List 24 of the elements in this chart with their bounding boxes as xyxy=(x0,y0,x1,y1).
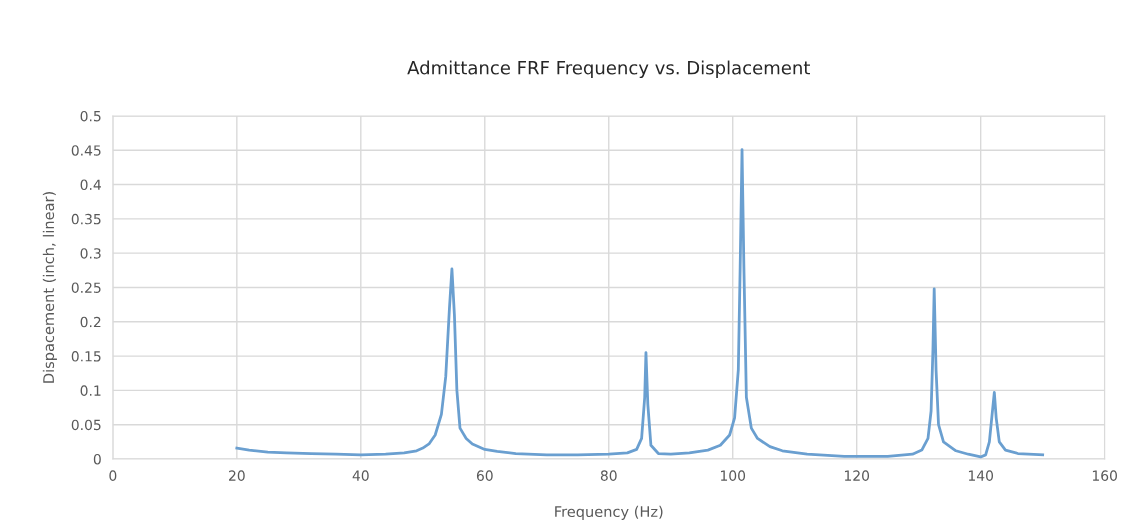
x-tick-label: 100 xyxy=(721,470,746,481)
y-tick-label: 0.1 xyxy=(80,385,101,396)
x-tick-label: 120 xyxy=(844,470,870,481)
y-tick-label: 0.3 xyxy=(80,248,101,259)
y-tick-label: 0.5 xyxy=(80,110,101,122)
line-series xyxy=(235,148,1045,459)
x-axis-title: Frequency (Hz) xyxy=(555,505,663,520)
y-tick-label: 0.2 xyxy=(80,316,101,328)
x-tick-label: 160 xyxy=(1092,470,1117,481)
x-tick-label: 20 xyxy=(229,470,245,481)
x-tick-label: 40 xyxy=(352,470,369,481)
y-axis-title: Dispacement (inch, linear) xyxy=(42,192,57,383)
y-tick-label: 0.25 xyxy=(71,282,101,293)
y-tick-label: 0.45 xyxy=(71,145,101,156)
x-tick-label: 140 xyxy=(968,470,994,481)
y-tick-label: 0 xyxy=(93,453,101,465)
x-tick-label: 0 xyxy=(109,470,117,481)
y-tick-label: 0.15 xyxy=(71,351,101,362)
chart-title: Admittance FRF Frequency vs. Displacement xyxy=(407,60,810,79)
y-tick-label: 0.05 xyxy=(71,419,101,431)
y-tick-label: 0.35 xyxy=(71,213,101,225)
x-tick-label: 80 xyxy=(600,470,617,481)
y-tick-label: 0.4 xyxy=(80,179,101,191)
x-tick-label: 60 xyxy=(476,470,493,481)
